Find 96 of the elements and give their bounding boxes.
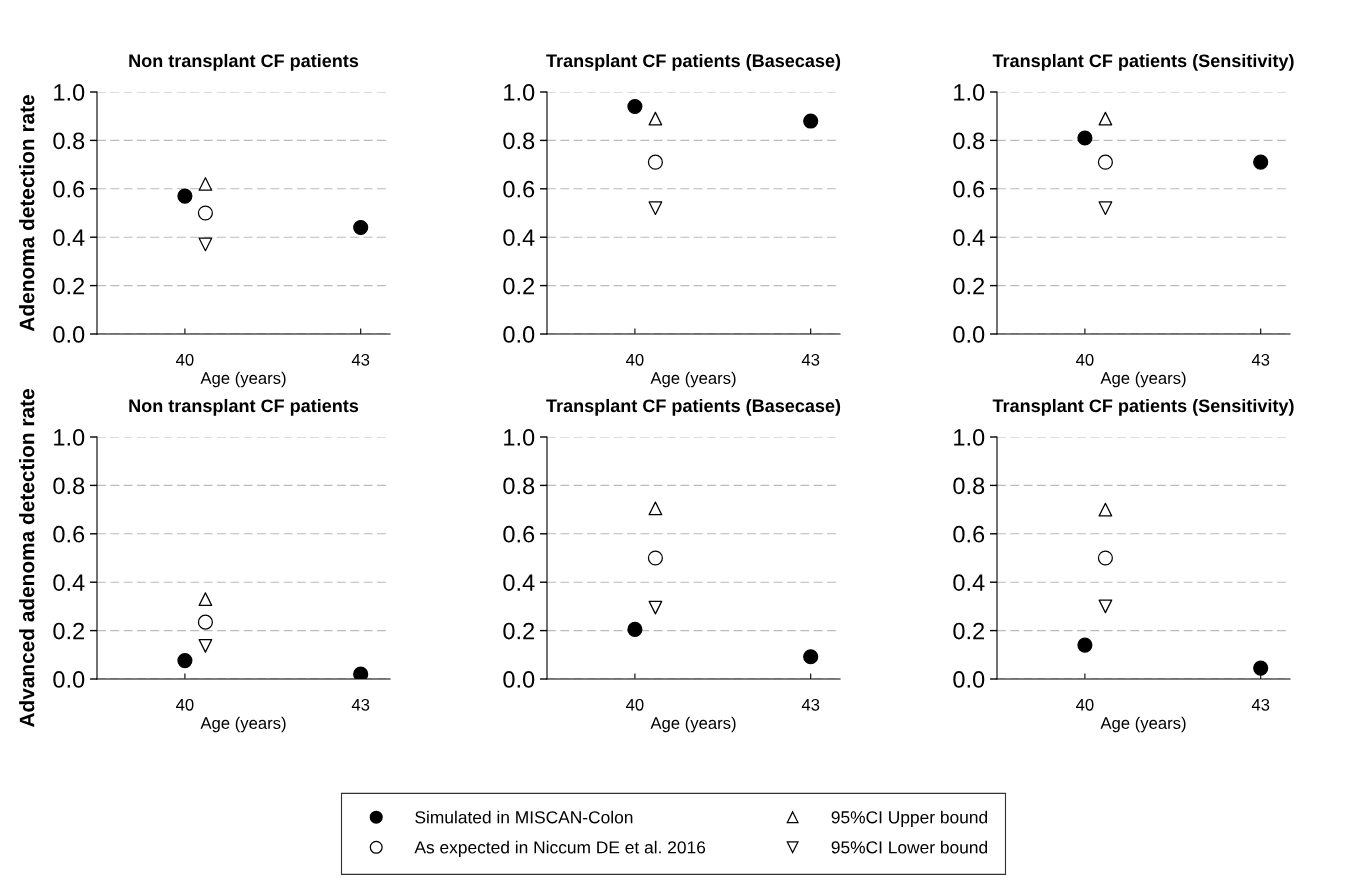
x-tick-label: 43 bbox=[1251, 698, 1270, 711]
y-tick-label: 0.6 bbox=[503, 525, 535, 543]
point bbox=[1253, 154, 1269, 170]
point bbox=[627, 621, 643, 637]
y-axis-title: Adenoma detection rate bbox=[19, 95, 35, 332]
x-tick-label: 40 bbox=[176, 698, 194, 711]
y-tick-label: 1.0 bbox=[504, 84, 535, 101]
y-tick-label: 0.0 bbox=[53, 326, 85, 343]
point bbox=[1077, 637, 1093, 653]
x-tick-label: 40 bbox=[626, 698, 644, 711]
point bbox=[1098, 502, 1113, 517]
point bbox=[198, 592, 213, 607]
x-axis-title: Age (years) bbox=[1100, 371, 1186, 388]
y-tick-label: 0.8 bbox=[953, 477, 985, 495]
chart-title: Transplant CF patients (Sensitivity) bbox=[992, 53, 1294, 71]
y-tick-label: 0.6 bbox=[53, 180, 85, 198]
point bbox=[197, 205, 213, 221]
y-tick-label: 0.8 bbox=[53, 132, 85, 150]
point bbox=[198, 237, 213, 252]
point bbox=[198, 638, 213, 653]
y-tick-label: 0.2 bbox=[53, 622, 85, 640]
point bbox=[353, 219, 369, 236]
point bbox=[648, 111, 663, 126]
y-tick-label: 0.4 bbox=[53, 229, 85, 246]
point bbox=[648, 600, 663, 615]
y-tick-label: 0.6 bbox=[953, 525, 985, 543]
point bbox=[177, 188, 193, 204]
chart-title: Non transplant CF patients bbox=[129, 53, 359, 71]
y-tick-label: 0.2 bbox=[53, 277, 85, 295]
x-axis-title: Age (years) bbox=[200, 716, 286, 733]
y-tick-label: 1.0 bbox=[54, 429, 85, 446]
x-axis-title: Age (years) bbox=[1100, 716, 1186, 733]
y-tick-label: 0.4 bbox=[53, 574, 85, 591]
point bbox=[803, 649, 819, 665]
y-tick-label: 0.0 bbox=[953, 326, 985, 343]
x-tick-label: 43 bbox=[801, 698, 820, 711]
y-tick-label: 0.0 bbox=[503, 671, 535, 688]
point bbox=[1097, 550, 1113, 566]
y-tick-label: 0.6 bbox=[953, 180, 985, 198]
y-tick-label: 0.6 bbox=[503, 180, 535, 198]
point bbox=[1098, 599, 1113, 614]
y-tick-label: 0.8 bbox=[53, 477, 85, 495]
point bbox=[198, 177, 213, 191]
x-axis-title: Age (years) bbox=[200, 371, 286, 388]
y-tick-label: 0.2 bbox=[953, 622, 985, 640]
point bbox=[1098, 111, 1113, 126]
point bbox=[647, 154, 663, 170]
y-tick-label: 0.0 bbox=[53, 671, 85, 688]
point bbox=[1253, 660, 1269, 676]
y-tick-label: 1.0 bbox=[54, 84, 85, 101]
x-tick-label: 40 bbox=[1076, 353, 1094, 366]
point bbox=[648, 201, 663, 216]
x-tick-label: 43 bbox=[1251, 353, 1270, 366]
y-tick-label: 0.2 bbox=[503, 622, 535, 640]
point bbox=[1097, 154, 1113, 170]
point bbox=[177, 653, 193, 669]
y-axis-title: Advanced adenoma detection rate bbox=[19, 389, 35, 728]
point bbox=[353, 666, 369, 679]
legend-label: 95%CI Lower bound bbox=[831, 840, 988, 854]
y-tick-label: 0.8 bbox=[503, 477, 535, 495]
chart-title: Transplant CF patients (Basecase) bbox=[546, 398, 841, 416]
y-tick-label: 0.8 bbox=[503, 132, 535, 150]
legend-label: As expected in Niccum DE et al. 2016 bbox=[414, 840, 706, 857]
x-tick-label: 40 bbox=[1076, 698, 1094, 711]
chart-title: Non transplant CF patients bbox=[129, 398, 359, 416]
x-tick-label: 43 bbox=[801, 353, 820, 366]
legend-label: Simulated in MISCAN-Colon bbox=[415, 810, 633, 824]
y-tick-label: 0.0 bbox=[953, 671, 985, 688]
point bbox=[197, 614, 213, 630]
y-tick-label: 0.0 bbox=[503, 326, 535, 343]
point bbox=[627, 98, 643, 115]
point bbox=[647, 550, 663, 566]
y-tick-label: 0.2 bbox=[953, 277, 985, 295]
point bbox=[803, 113, 819, 129]
y-tick-label: 0.4 bbox=[503, 229, 535, 246]
x-tick-label: 43 bbox=[351, 698, 370, 711]
y-tick-label: 1.0 bbox=[954, 429, 985, 446]
legend-label: 95%CI Upper bound bbox=[831, 810, 988, 827]
y-tick-label: 0.4 bbox=[953, 229, 985, 246]
y-tick-label: 0.6 bbox=[53, 525, 85, 543]
point bbox=[648, 501, 663, 516]
x-tick-label: 40 bbox=[626, 353, 644, 366]
y-tick-label: 1.0 bbox=[954, 84, 985, 101]
chart-title: Transplant CF patients (Basecase) bbox=[546, 53, 841, 71]
y-tick-label: 0.8 bbox=[953, 132, 985, 150]
point bbox=[1098, 201, 1113, 216]
y-tick-label: 1.0 bbox=[504, 429, 535, 446]
y-tick-label: 0.4 bbox=[503, 574, 535, 591]
x-tick-label: 40 bbox=[176, 353, 194, 366]
x-axis-title: Age (years) bbox=[650, 716, 736, 733]
y-tick-label: 0.4 bbox=[953, 574, 985, 591]
chart-title: Transplant CF patients (Sensitivity) bbox=[992, 398, 1294, 416]
x-tick-label: 43 bbox=[351, 353, 370, 366]
x-axis-title: Age (years) bbox=[650, 371, 736, 388]
point bbox=[1077, 130, 1093, 146]
y-tick-label: 0.2 bbox=[503, 277, 535, 295]
